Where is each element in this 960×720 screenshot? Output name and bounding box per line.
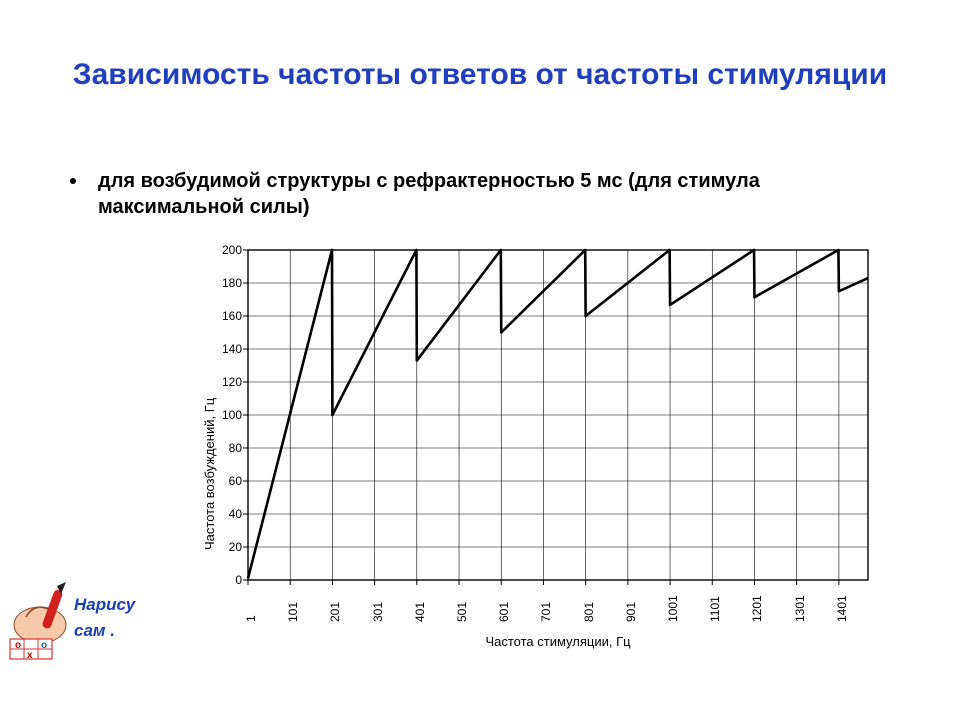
svg-text:x: x [27, 650, 33, 661]
chart-container: Частота возбуждений, Гц 0204060801001201… [188, 240, 888, 670]
xtick-label: 601 [497, 602, 511, 622]
bullet-item: для возбудимой структуры с рефрактерност… [70, 168, 890, 220]
corner-decoration: o x o Нарису сам . [8, 567, 168, 662]
ytick-label: 120 [208, 375, 242, 389]
bullet-dot-icon [70, 178, 76, 184]
xtick-label: 1201 [750, 595, 764, 622]
xtick-label: 501 [455, 602, 469, 622]
ytick-label: 140 [208, 342, 242, 356]
xtick-label: 1401 [835, 595, 849, 622]
chart-xlabel: Частота стимуляции, Гц [248, 634, 868, 649]
xtick-label: 801 [582, 602, 596, 622]
xtick-label: 901 [624, 602, 638, 622]
bullet-text: для возбудимой структуры с рефрактерност… [98, 168, 890, 220]
decor-text-1: Нарису [74, 595, 135, 615]
ytick-label: 80 [208, 441, 242, 455]
svg-text:o: o [15, 640, 21, 651]
slide-title: Зависимость частоты ответов от частоты с… [0, 58, 960, 92]
xtick-label: 201 [328, 602, 342, 622]
xtick-label: 101 [286, 602, 300, 622]
xtick-label: 1301 [793, 595, 807, 622]
xtick-label: 401 [413, 602, 427, 622]
ytick-label: 20 [208, 540, 242, 554]
ytick-label: 160 [208, 309, 242, 323]
xtick-label: 701 [539, 602, 553, 622]
chart-svg [188, 240, 888, 600]
ytick-label: 200 [208, 243, 242, 257]
ytick-label: 60 [208, 474, 242, 488]
decor-text-2: сам . [74, 621, 115, 641]
ytick-label: 40 [208, 507, 242, 521]
ytick-label: 180 [208, 276, 242, 290]
xtick-label: 1 [244, 615, 258, 622]
xtick-label: 301 [371, 602, 385, 622]
slide: Зависимость частоты ответов от частоты с… [0, 0, 960, 720]
svg-text:o: o [41, 640, 47, 651]
xtick-label: 1001 [666, 595, 680, 622]
xtick-label: 1101 [708, 596, 722, 622]
ytick-label: 0 [208, 573, 242, 587]
ytick-label: 100 [208, 408, 242, 422]
